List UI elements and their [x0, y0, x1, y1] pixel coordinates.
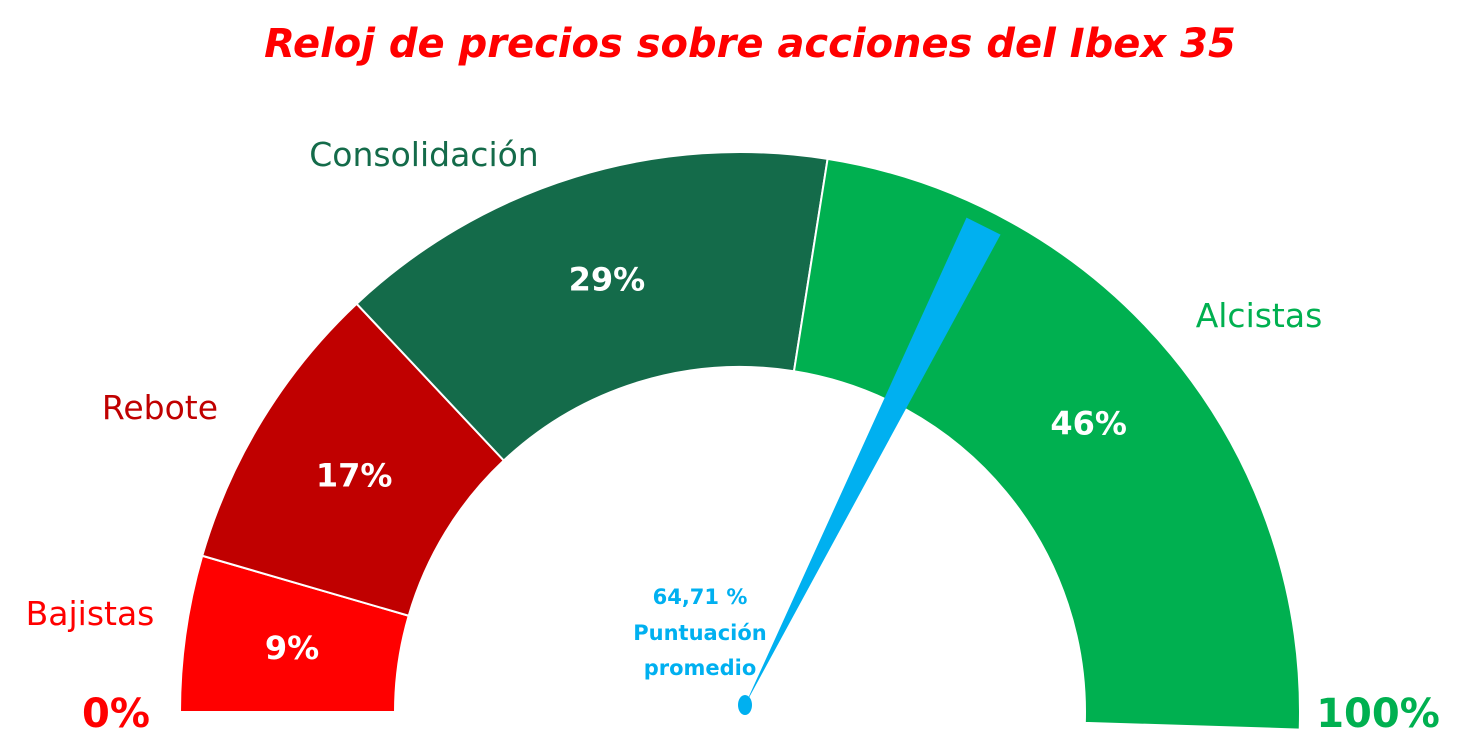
gauge-min-label: 0%: [82, 691, 150, 737]
needle-value-label: 64,71 %: [653, 585, 748, 609]
chart-title: Reloj de precios sobre acciones del Ibex…: [264, 21, 1236, 67]
gauge-band-names: Bajistas Rebote Consolidación Alcistas: [26, 135, 1323, 633]
gauge-band-value-label: 17%: [316, 457, 393, 495]
gauge-band-name-label: Bajistas: [26, 594, 155, 633]
gauge-band-3: [355, 151, 829, 462]
gauge-band-name-label: Alcistas: [1196, 296, 1323, 335]
gauge-band-values: 9% 17% 29% 46%: [265, 261, 1127, 668]
gauge-bands: [178, 151, 1301, 731]
gauge-needle-hub: [738, 695, 752, 715]
gauge-band-name-label: Consolidación: [309, 135, 538, 174]
gauge-band-value-label: 46%: [1050, 405, 1127, 443]
gauge-band-value-label: 29%: [569, 261, 646, 299]
gauge-band-4: [792, 157, 1301, 731]
gauge-max-label: 100%: [1316, 691, 1440, 737]
gauge-needle-group: [738, 217, 1001, 715]
gauge-band-name-label: Rebote: [102, 388, 218, 427]
gauge-needle: [745, 217, 1001, 705]
needle-caption-line2: promedio: [644, 656, 757, 680]
needle-caption-line1: Puntuación: [633, 621, 766, 645]
gauge-band-value-label: 9%: [265, 629, 319, 667]
